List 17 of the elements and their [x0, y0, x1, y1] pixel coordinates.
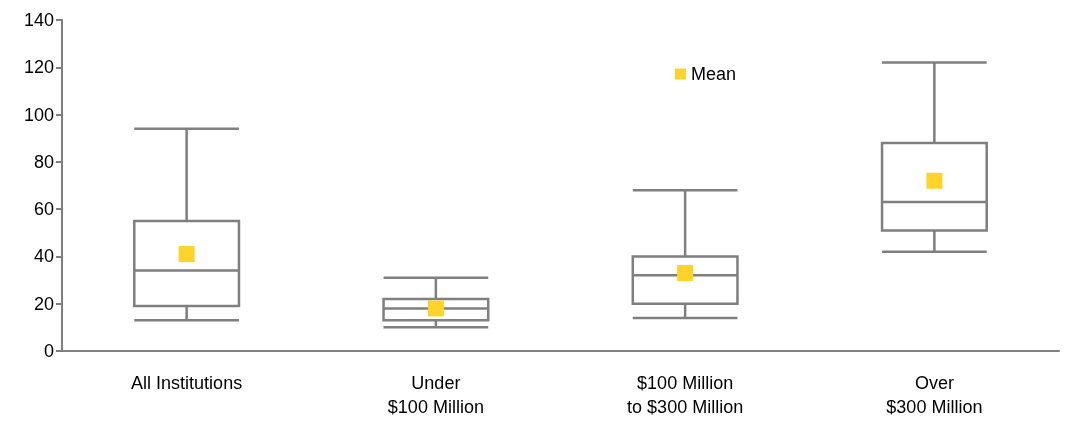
point [178, 246, 195, 263]
y-tick-label: 60 [33, 199, 54, 220]
y-tick-label: 20 [33, 293, 54, 314]
point [427, 300, 444, 317]
y-tick-label: 0 [43, 341, 54, 361]
y-tick-label: 80 [33, 151, 54, 172]
x-tick-label: Over $300 Million [886, 373, 983, 417]
x-tick-label: All Institutions [131, 373, 243, 393]
x-tick-label: $100 Million to $300 Million [627, 373, 744, 417]
x-tick-label: Under $100 Million [387, 373, 484, 417]
y-tick-label: 100 [23, 104, 54, 125]
point [926, 172, 943, 189]
y-tick-label: 140 [23, 10, 54, 30]
legend-label: Mean [691, 64, 737, 84]
y-tick-label: 120 [23, 57, 54, 78]
point [677, 264, 694, 281]
y-tick-label: 40 [33, 246, 54, 267]
